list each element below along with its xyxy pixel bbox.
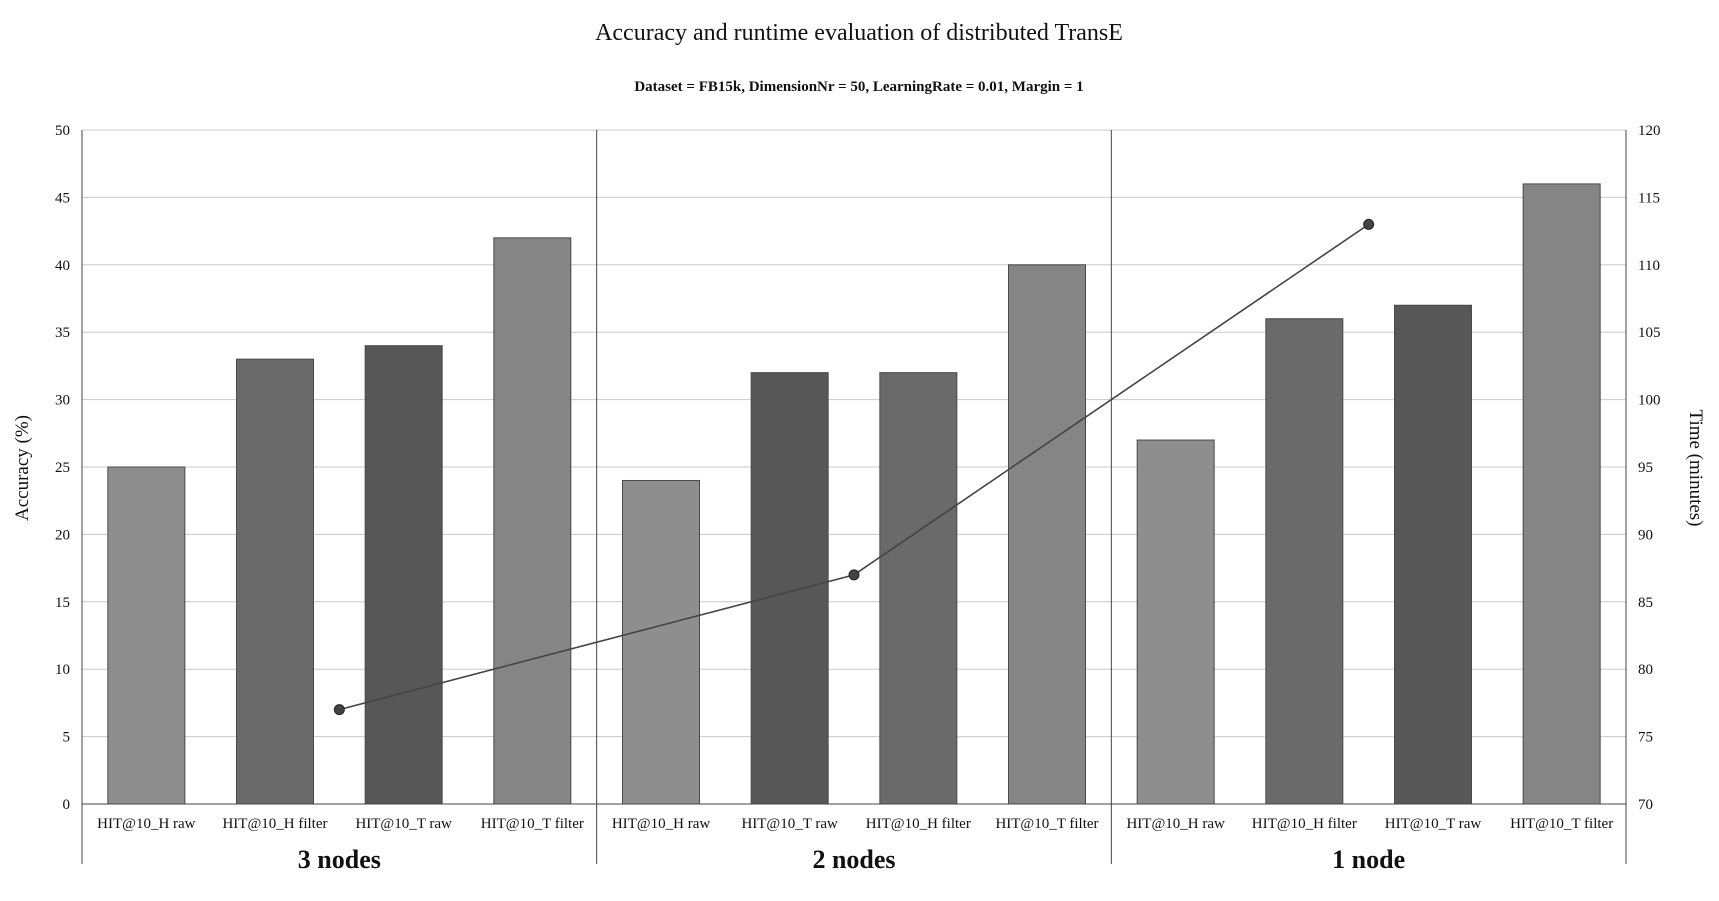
category-labels: HIT@10_H raw HIT@10_H filter HIT@10_T raw H… — [97, 816, 1613, 874]
runtime-point — [333, 704, 345, 716]
y-tick-label: 35 — [55, 325, 70, 341]
bar — [1008, 264, 1086, 805]
y-tick-label: 20 — [55, 527, 70, 543]
y-tick-label: 25 — [55, 460, 70, 476]
category-label: HIT@10_T raw — [1385, 816, 1482, 832]
bar — [493, 237, 572, 805]
group-label: 2 nodes — [812, 845, 895, 874]
y-tick-label: 50 — [55, 123, 70, 139]
y2-tick-label: 105 — [1638, 325, 1661, 341]
group-label: 3 nodes — [298, 845, 381, 874]
y-tick-label: 0 — [63, 797, 71, 813]
bar — [107, 466, 186, 805]
category-label: HIT@10_T filter — [1510, 816, 1613, 832]
category-label: HIT@10_H raw — [1126, 816, 1225, 832]
y2-tick-label: 80 — [1638, 662, 1653, 678]
y2-tick-label: 100 — [1638, 393, 1661, 409]
runtime-point — [1363, 218, 1375, 230]
y2-tick-label: 70 — [1638, 797, 1653, 813]
y-tick-label: 15 — [55, 595, 70, 611]
bar — [236, 358, 314, 805]
category-label: HIT@10_T filter — [481, 816, 584, 832]
y2-tick-label: 120 — [1638, 123, 1661, 139]
bar — [1522, 183, 1601, 805]
category-label: HIT@10_H raw — [612, 816, 711, 832]
bar — [1394, 304, 1472, 805]
bar — [364, 345, 443, 805]
bar — [1265, 318, 1344, 805]
y2-tick-label: 110 — [1638, 258, 1660, 274]
category-label: HIT@10_H raw — [97, 816, 196, 832]
y2-tick-label: 85 — [1638, 595, 1653, 611]
grid — [82, 129, 1626, 805]
group-label: 1 node — [1332, 845, 1405, 874]
y-tick-label: 40 — [55, 258, 70, 274]
y2-axis-label: Time (minutes) — [1685, 410, 1706, 527]
y2-tick-label: 95 — [1638, 460, 1653, 476]
y-tick-label: 5 — [63, 730, 71, 746]
bar — [879, 372, 958, 805]
category-label: HIT@10_H filter — [1252, 816, 1357, 832]
runtime-line — [333, 218, 1375, 716]
category-label: HIT@10_T raw — [355, 816, 452, 832]
category-label: HIT@10_H filter — [866, 816, 971, 832]
y2-tick-label: 115 — [1638, 190, 1660, 206]
bar — [750, 372, 829, 805]
axes: 0 70 5 75 10 80 15 85 20 90 25 95 30 100 35 105 40 110 45 1… — [55, 123, 1661, 864]
bar — [1136, 439, 1215, 805]
y-tick-label: 45 — [55, 190, 70, 206]
category-label: HIT@10_T filter — [995, 816, 1098, 832]
y-axis-label: Accuracy (%) — [12, 415, 33, 521]
runtime-point — [848, 569, 860, 581]
chart-title: Accuracy and runtime evaluation of distr… — [595, 20, 1123, 46]
chart-subtitle: Dataset = FB15k, DimensionNr = 50, Learn… — [634, 79, 1083, 95]
bars — [107, 183, 1601, 805]
y-tick-label: 10 — [55, 662, 70, 678]
y2-tick-label: 75 — [1638, 730, 1653, 746]
bar — [622, 479, 700, 805]
category-label: HIT@10_H filter — [222, 816, 327, 832]
y2-tick-label: 90 — [1638, 527, 1653, 543]
y-tick-label: 30 — [55, 393, 70, 409]
category-label: HIT@10_T raw — [741, 816, 838, 832]
